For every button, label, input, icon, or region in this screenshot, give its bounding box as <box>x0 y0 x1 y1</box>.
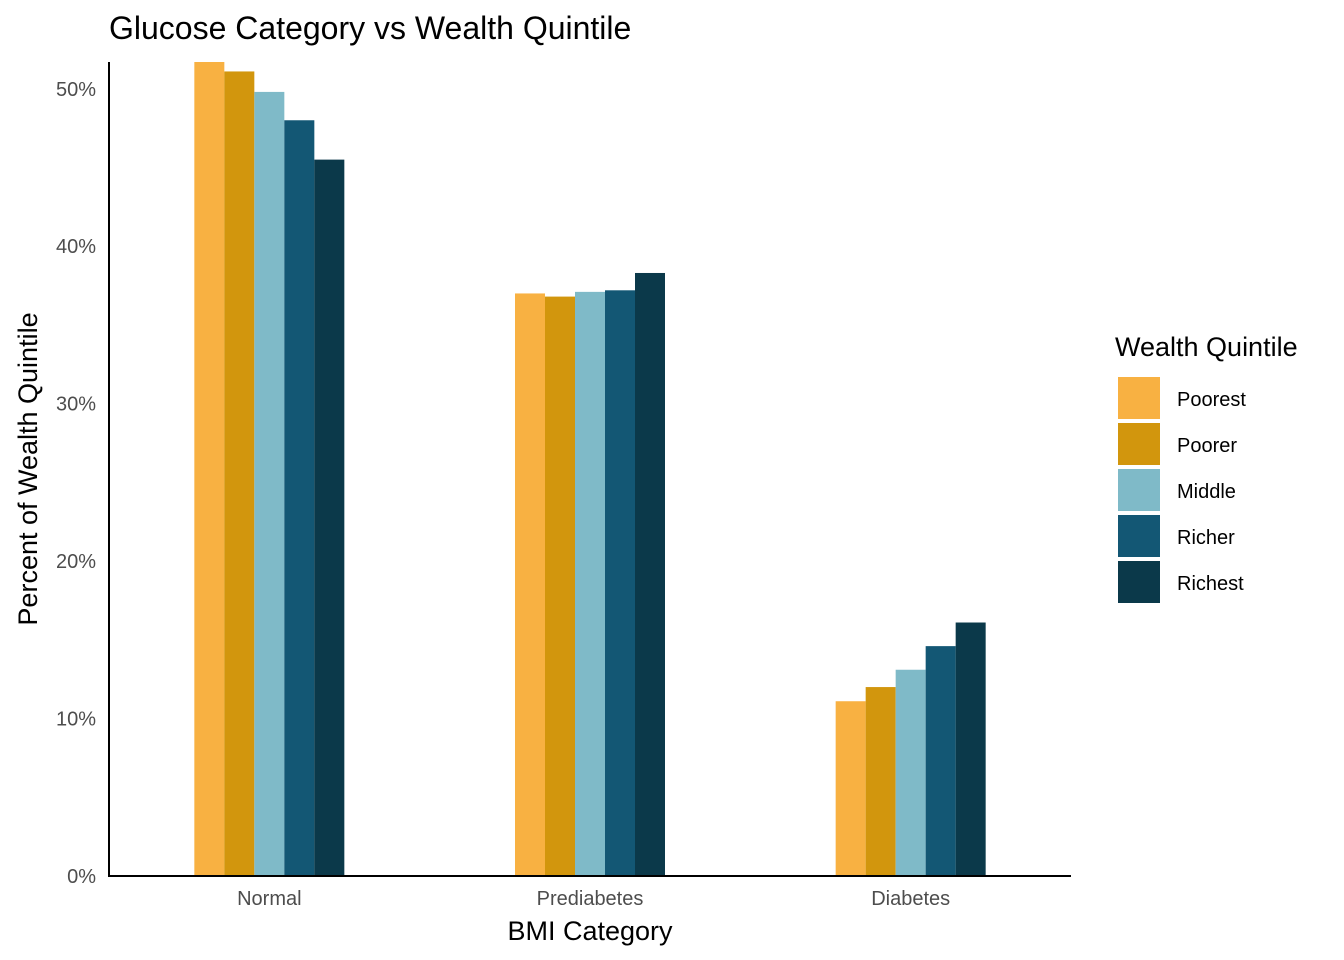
legend-swatch-richest <box>1118 561 1160 603</box>
y-tick-label: 10% <box>56 709 96 731</box>
legend-swatch-middle <box>1118 469 1160 511</box>
bar-prediabetes-poorer <box>545 296 575 877</box>
bar-normal-poorer <box>224 71 255 877</box>
legend-title: Wealth Quintile <box>1115 332 1298 362</box>
y-axis-title: Percent of Wealth Quintile <box>13 312 43 625</box>
legend-label-poorest: Poorest <box>1177 389 1246 411</box>
y-ticks: 0% 10% 20% 30% 40% 50% <box>56 79 96 888</box>
legend-swatch-richer <box>1118 515 1160 557</box>
x-tick-label: Normal <box>237 888 301 910</box>
legend-label-poorer: Poorer <box>1177 435 1237 457</box>
legend-swatch-poorer <box>1118 423 1160 465</box>
legend-label-richer: Richer <box>1177 527 1235 549</box>
bar-normal-richer <box>284 120 315 877</box>
x-ticks: Normal Prediabetes Diabetes <box>237 888 950 910</box>
bar-prediabetes-middle <box>575 291 605 877</box>
bar-prediabetes-poorest <box>515 293 545 877</box>
bar-diabetes-richest <box>955 622 986 876</box>
bar-normal-richest <box>314 159 345 877</box>
y-tick-label: 40% <box>56 236 96 258</box>
legend: Wealth Quintile Poorest Poorer Middle Riche… <box>1115 332 1298 603</box>
legend-label-richest: Richest <box>1177 573 1244 595</box>
y-tick-label: 0% <box>67 866 96 888</box>
chart-title: Glucose Category vs Wealth Quintile <box>109 10 631 46</box>
bar-normal-poorest <box>194 62 225 876</box>
bar-diabetes-poorer <box>865 687 896 876</box>
y-tick-label: 20% <box>56 551 96 573</box>
x-axis-title: BMI Category <box>507 916 673 946</box>
bar-diabetes-middle <box>895 669 926 876</box>
bar-prediabetes-richer <box>605 290 635 877</box>
y-tick-label: 50% <box>56 79 96 101</box>
legend-items: Poorest Poorer Middle Richer Richest <box>1118 377 1246 603</box>
bar-diabetes-richer <box>925 646 956 876</box>
bars-layer <box>194 62 986 877</box>
bar-prediabetes-richest <box>635 272 665 876</box>
y-tick-label: 30% <box>56 394 96 416</box>
x-tick-label: Prediabetes <box>537 888 644 910</box>
legend-label-middle: Middle <box>1177 481 1236 503</box>
legend-swatch-poorest <box>1118 377 1160 419</box>
bar-diabetes-poorest <box>835 701 866 876</box>
bar-normal-middle <box>254 91 285 876</box>
x-tick-label: Diabetes <box>871 888 950 910</box>
